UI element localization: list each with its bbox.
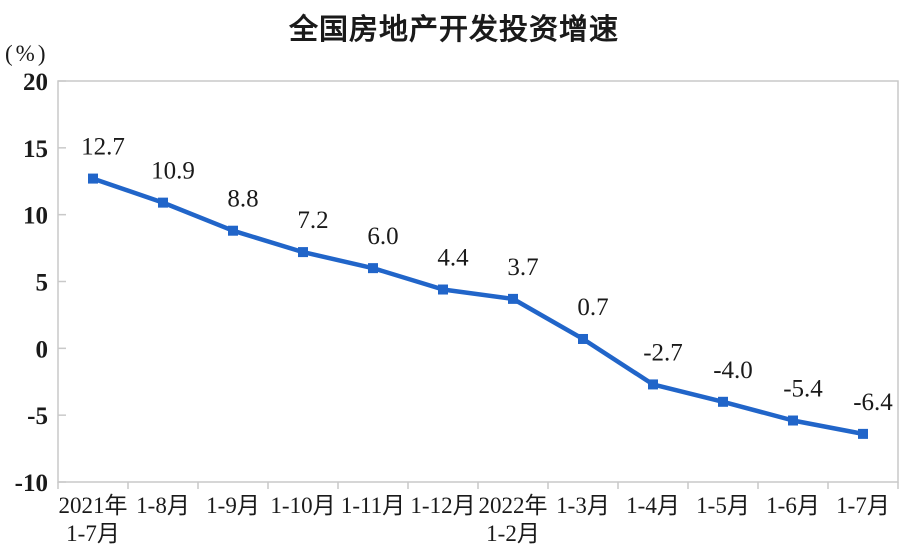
data-point-marker — [718, 396, 728, 407]
data-point-label: -2.7 — [643, 339, 683, 366]
data-point-marker — [788, 415, 798, 426]
x-axis-label: 1-6月 — [766, 493, 820, 518]
x-axis-label: 1-3月 — [556, 493, 610, 518]
data-point-marker — [508, 293, 518, 304]
data-point-label: -6.4 — [853, 389, 893, 416]
data-point-marker — [88, 173, 98, 184]
data-point-marker — [858, 428, 868, 439]
x-axis-label: 1-8月 — [136, 493, 190, 518]
y-axis-unit-label: (%) — [5, 41, 49, 66]
data-point-marker — [298, 247, 308, 258]
x-axis-label: 1-5月 — [696, 493, 750, 518]
y-axis-tick-label: 5 — [36, 270, 49, 297]
y-axis-tick-label: 20 — [23, 69, 48, 96]
x-axis-label: 1-4月 — [626, 493, 680, 518]
data-point-marker — [648, 379, 658, 390]
x-axis-label: 1-10月 — [270, 493, 335, 518]
x-axis-label: 1-11月 — [341, 493, 405, 518]
y-axis-tick-label: 0 — [36, 336, 49, 363]
data-point-label: -4.0 — [713, 357, 753, 384]
plot-border — [57, 80, 899, 483]
y-axis-tick-label: -10 — [15, 470, 48, 497]
data-point-label: 6.0 — [367, 223, 398, 250]
data-point-marker — [228, 225, 238, 236]
data-point-label: 10.9 — [151, 158, 195, 185]
data-point-label: 7.2 — [297, 207, 328, 234]
y-axis-tick-label: 15 — [23, 136, 48, 163]
x-axis-label: 1-7月 — [836, 493, 890, 518]
data-point-label: 4.4 — [437, 245, 469, 272]
data-point-label: 3.7 — [507, 254, 538, 281]
data-point-label: 8.8 — [227, 186, 258, 213]
data-point-label: -5.4 — [783, 376, 823, 403]
x-axis-label: 1-9月 — [206, 493, 260, 518]
x-axis-label: 1-7月 — [66, 521, 120, 546]
x-axis-label: 1-2月 — [486, 521, 540, 546]
x-axis-label: 2021年 — [59, 493, 128, 518]
y-axis-tick-label: -5 — [27, 403, 48, 430]
x-axis-label: 2022年 — [479, 493, 548, 518]
chart-title: 全国房地产开发投资增速 — [288, 14, 619, 46]
data-point-marker — [158, 197, 168, 208]
series-line — [92, 176, 864, 437]
data-point-marker — [368, 263, 378, 274]
data-point-label: 0.7 — [577, 294, 608, 321]
data-point-marker — [438, 284, 448, 295]
y-axis-tick-label: 10 — [23, 203, 48, 230]
data-point-label: 12.7 — [81, 134, 125, 161]
data-point-marker — [578, 333, 588, 344]
x-axis-label: 1-12月 — [410, 493, 475, 518]
